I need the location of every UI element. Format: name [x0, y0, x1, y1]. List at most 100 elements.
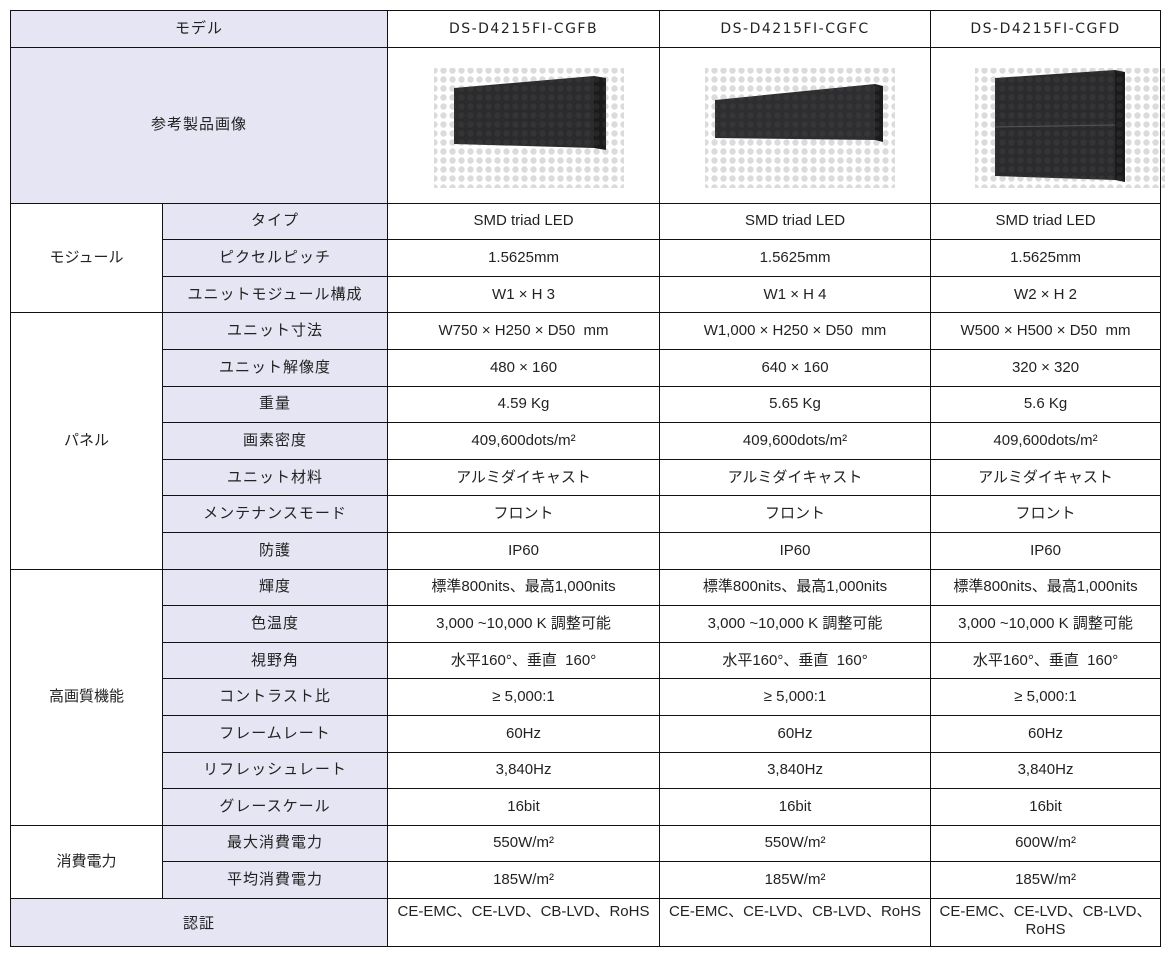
product-illustration	[433, 67, 624, 188]
row-label: コントラスト比	[161, 678, 389, 716]
table-row: 視野角 水平160°、垂直 160° 水平160°、垂直 160° 水平160°、垂直…	[11, 641, 1162, 680]
spec-value: 標準800nits、最高1,000nits	[659, 568, 932, 607]
table-row: ユニット材料 アルミダイキャスト アルミダイキャスト アルミダイキャスト	[11, 458, 1162, 497]
table-row: 色温度 3,000 ~10,000 K 調整可能 3,000 ~10,000 K 調…	[11, 605, 1162, 643]
spec-value: 16bit	[930, 788, 1162, 826]
table-row: モジュール タイプ SMD triad LED SMD triad LED SMD tr…	[10, 202, 1162, 314]
row-label: グレースケール	[161, 788, 389, 826]
spec-table: モデル DS-D4215FI-CGFB DS-D4215FI-CGFC DS-D421…	[9, 10, 1166, 947]
spec-value: 5.6 Kg	[930, 385, 1162, 424]
row-label: 輝度	[161, 568, 389, 607]
product-image	[387, 46, 661, 204]
table-row: リフレッシュレート 3,840Hz 3,840Hz 3,840Hz	[11, 751, 1162, 790]
spec-body: モデル DS-D4215FI-CGFB DS-D4215FI-CGFC DS-D421…	[9, 10, 1166, 947]
spec-value: 60Hz	[387, 714, 661, 753]
row-label: ピクセルピッチ	[161, 239, 389, 277]
row-label: 色温度	[161, 605, 389, 643]
table-row: 認証 CE-EMC、CE-LVD、CB-LVD、RoHS CE-EMC、CE-LVD…	[9, 897, 1162, 947]
spec-value: 600W/m²	[930, 824, 1162, 863]
spec-value: 3,840Hz	[930, 751, 1162, 790]
row-label: リフレッシュレート	[161, 751, 389, 790]
spec-value: 1.5625mm	[659, 239, 932, 277]
spec-value: ≥ 5,000:1	[930, 678, 1162, 716]
row-label: 画素密度	[161, 422, 389, 460]
spec-value: 16bit	[659, 788, 932, 826]
product-illustration	[705, 67, 896, 188]
certification-label: 認証	[9, 897, 389, 947]
table-row: 消費電力 最大消費電力 550W/m² 550W/m² 600W/m²	[10, 824, 1162, 899]
row-label: 防護	[161, 531, 389, 570]
spec-value: 16bit	[387, 788, 661, 826]
table-row: 高画質機能 輝度 標準800nits、最高1,000nits 標準800nits、最高…	[10, 568, 1162, 826]
spec-value: 3,000 ~10,000 K 調整可能	[387, 605, 661, 643]
spec-value: IP60	[930, 531, 1162, 570]
row-label: 視野角	[161, 641, 389, 680]
spec-value: W750 × H250 × D50 mm	[387, 312, 661, 350]
spec-value: 60Hz	[659, 714, 932, 753]
spec-value: アルミダイキャスト	[930, 458, 1162, 497]
group-label: パネル	[10, 312, 163, 570]
spec-value: 480 × 160	[387, 348, 661, 387]
spec-value: 409,600dots/m²	[659, 422, 932, 460]
spec-value: 4.59 Kg	[387, 385, 661, 424]
product-image	[659, 46, 932, 204]
header-label: モデル	[9, 10, 389, 48]
spec-value: W1 × H 4	[659, 275, 932, 314]
spec-value: 640 × 160	[659, 348, 932, 387]
spec-value: 3,000 ~10,000 K 調整可能	[930, 605, 1162, 643]
row-label: タイプ	[161, 202, 389, 241]
spec-value: フロント	[930, 495, 1162, 533]
spec-value: IP60	[387, 531, 661, 570]
spec-value: CE-EMC、CE-LVD、CB-LVD、RoHS	[387, 897, 661, 947]
spec-value: 3,000 ~10,000 K 調整可能	[659, 605, 932, 643]
image-row-label: 参考製品画像	[9, 46, 389, 204]
table-row: ユニット解像度 480 × 160 640 × 160 320 × 320	[11, 348, 1162, 387]
spec-value: 550W/m²	[387, 824, 661, 863]
table-row: フレームレート 60Hz 60Hz 60Hz	[11, 714, 1162, 753]
spec-value: フロント	[659, 495, 932, 533]
row-label: ユニット解像度	[161, 348, 389, 387]
spec-value: CE-EMC、CE-LVD、CB-LVD、RoHS	[659, 897, 932, 947]
spec-value: SMD triad LED	[659, 202, 932, 241]
table-row: 平均消費電力 185W/m² 185W/m² 185W/m²	[11, 861, 1162, 899]
spec-value: 320 × 320	[930, 348, 1162, 387]
row-label: 平均消費電力	[161, 861, 389, 899]
table-row: 参考製品画像	[9, 46, 1166, 204]
spec-value: 185W/m²	[387, 861, 661, 899]
spec-value: W1,000 × H250 × D50 mm	[659, 312, 932, 350]
table-row: 重量 4.59 Kg 5.65 Kg 5.6 Kg	[11, 385, 1162, 424]
spec-value: 60Hz	[930, 714, 1162, 753]
spec-value: IP60	[659, 531, 932, 570]
spec-value: 3,840Hz	[659, 751, 932, 790]
spec-value: 550W/m²	[659, 824, 932, 863]
table-row: モデル DS-D4215FI-CGFB DS-D4215FI-CGFC DS-D421…	[9, 10, 1162, 48]
model-name: DS-D4215FI-CGFC	[659, 10, 932, 48]
spec-value: 185W/m²	[659, 861, 932, 899]
table-row: パネル ユニット寸法 W750 × H250 × D50 mm W1,000 × H2…	[10, 312, 1162, 570]
group-label: 消費電力	[10, 824, 163, 899]
row-label: メンテナンスモード	[161, 495, 389, 533]
spec-value: 409,600dots/m²	[930, 422, 1162, 460]
spec-value: W2 × H 2	[930, 275, 1162, 314]
row-label: ユニット材料	[161, 458, 389, 497]
spec-value: アルミダイキャスト	[387, 458, 661, 497]
spec-value: W500 × H500 × D50 mm	[930, 312, 1162, 350]
spec-value: 水平160°、垂直 160°	[930, 641, 1162, 680]
product-illustration	[975, 67, 1166, 188]
table-row: 画素密度 409,600dots/m² 409,600dots/m² 409,600d…	[11, 422, 1162, 460]
row-label: ユニット寸法	[161, 312, 389, 350]
table-row: メンテナンスモード フロント フロント フロント	[11, 495, 1162, 533]
table-row: 防護 IP60 IP60 IP60	[11, 531, 1162, 570]
spec-value: 水平160°、垂直 160°	[659, 641, 932, 680]
spec-value: ≥ 5,000:1	[387, 678, 661, 716]
spec-value: 水平160°、垂直 160°	[387, 641, 661, 680]
table-row: ユニットモジュール構成 W1 × H 3 W1 × H 4 W2 × H 2	[11, 275, 1162, 314]
table-row: ピクセルピッチ 1.5625mm 1.5625mm 1.5625mm	[11, 239, 1162, 277]
group-label: モジュール	[10, 202, 163, 314]
spec-value: 1.5625mm	[930, 239, 1162, 277]
table-row: グレースケール 16bit 16bit 16bit	[11, 788, 1162, 826]
row-label: 重量	[161, 385, 389, 424]
spec-value: 1.5625mm	[387, 239, 661, 277]
spec-value: アルミダイキャスト	[659, 458, 932, 497]
